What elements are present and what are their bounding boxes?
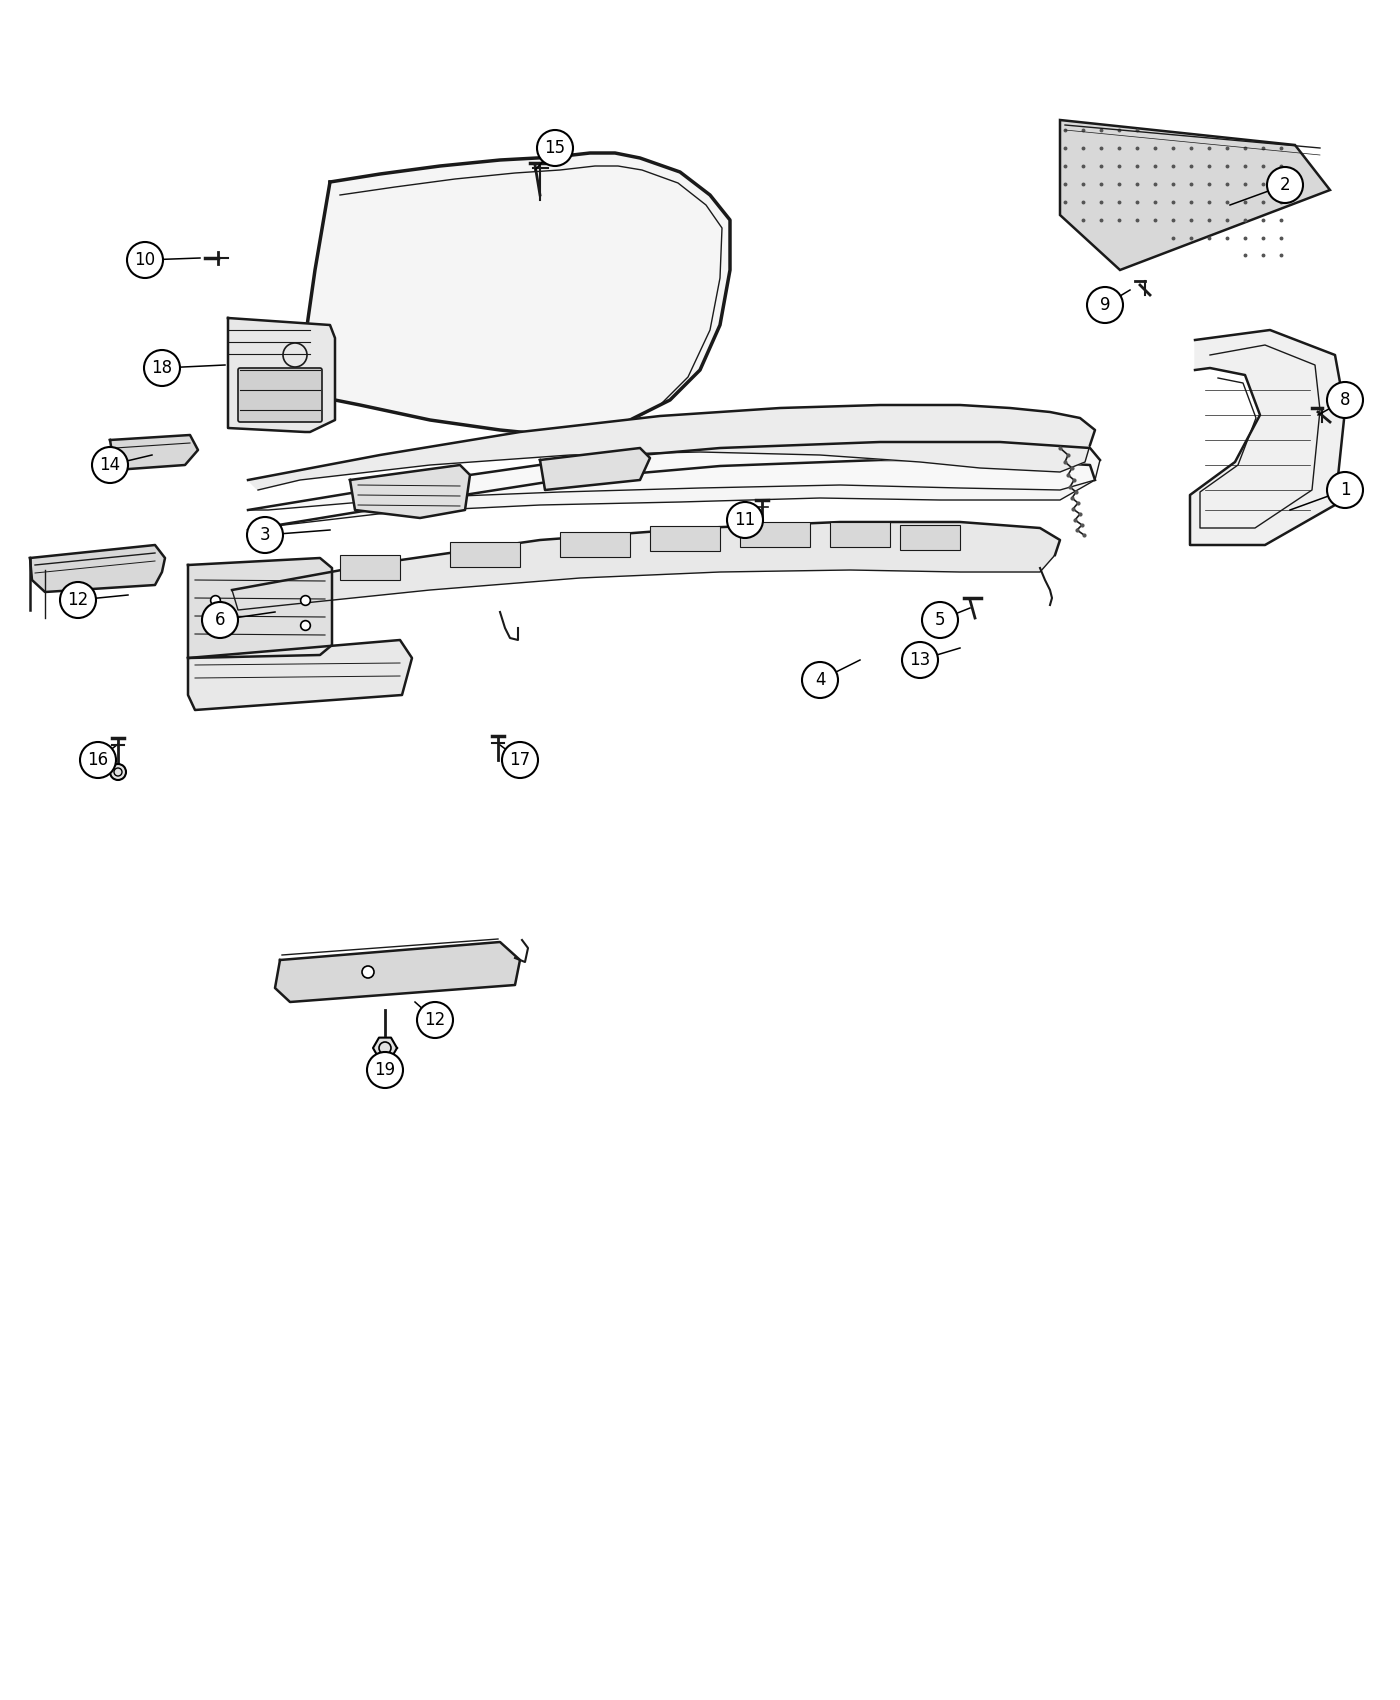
Text: 1: 1: [1340, 481, 1351, 500]
Text: 2: 2: [1280, 177, 1291, 194]
Bar: [449, 542, 519, 568]
Polygon shape: [274, 942, 519, 1001]
Polygon shape: [300, 153, 729, 435]
Text: 18: 18: [151, 359, 172, 377]
Circle shape: [363, 966, 374, 977]
Polygon shape: [248, 405, 1095, 490]
Text: 12: 12: [424, 1012, 445, 1028]
Polygon shape: [228, 318, 335, 432]
Circle shape: [802, 661, 839, 699]
Text: 16: 16: [87, 751, 109, 768]
Text: 11: 11: [735, 512, 756, 529]
Text: 14: 14: [99, 456, 120, 474]
Text: 13: 13: [910, 651, 931, 670]
Polygon shape: [248, 442, 1100, 510]
Circle shape: [1327, 473, 1364, 508]
Bar: [900, 525, 960, 551]
Circle shape: [80, 741, 116, 779]
Polygon shape: [111, 435, 197, 469]
Circle shape: [127, 241, 162, 279]
Circle shape: [111, 763, 126, 780]
Polygon shape: [540, 449, 650, 490]
Polygon shape: [29, 546, 165, 592]
Text: 3: 3: [259, 525, 270, 544]
Text: 8: 8: [1340, 391, 1350, 410]
Circle shape: [1086, 287, 1123, 323]
Circle shape: [367, 1052, 403, 1088]
Circle shape: [503, 741, 538, 779]
Circle shape: [923, 602, 958, 638]
Circle shape: [202, 602, 238, 638]
Circle shape: [144, 350, 181, 386]
Circle shape: [1267, 167, 1303, 202]
Text: 5: 5: [935, 610, 945, 629]
Circle shape: [538, 129, 573, 167]
Polygon shape: [1190, 330, 1345, 546]
Text: 4: 4: [815, 672, 825, 688]
Polygon shape: [1060, 121, 1330, 270]
Circle shape: [60, 581, 97, 619]
FancyBboxPatch shape: [238, 367, 322, 422]
Polygon shape: [232, 522, 1060, 610]
Text: 17: 17: [510, 751, 531, 768]
Polygon shape: [372, 1037, 398, 1059]
Text: 19: 19: [374, 1061, 396, 1080]
Polygon shape: [188, 639, 412, 711]
Text: 15: 15: [545, 139, 566, 156]
Circle shape: [1327, 382, 1364, 418]
Circle shape: [92, 447, 127, 483]
Polygon shape: [188, 558, 332, 658]
Text: 10: 10: [134, 252, 155, 269]
Circle shape: [246, 517, 283, 552]
Polygon shape: [248, 461, 1095, 530]
Polygon shape: [350, 466, 470, 518]
Bar: [741, 522, 811, 547]
Text: 6: 6: [214, 610, 225, 629]
Bar: [830, 522, 890, 547]
Circle shape: [417, 1001, 454, 1039]
Text: 12: 12: [67, 592, 88, 609]
Text: 9: 9: [1100, 296, 1110, 314]
Bar: [560, 532, 630, 558]
Circle shape: [727, 502, 763, 537]
Bar: [340, 554, 400, 580]
Bar: [650, 525, 720, 551]
Circle shape: [902, 643, 938, 678]
